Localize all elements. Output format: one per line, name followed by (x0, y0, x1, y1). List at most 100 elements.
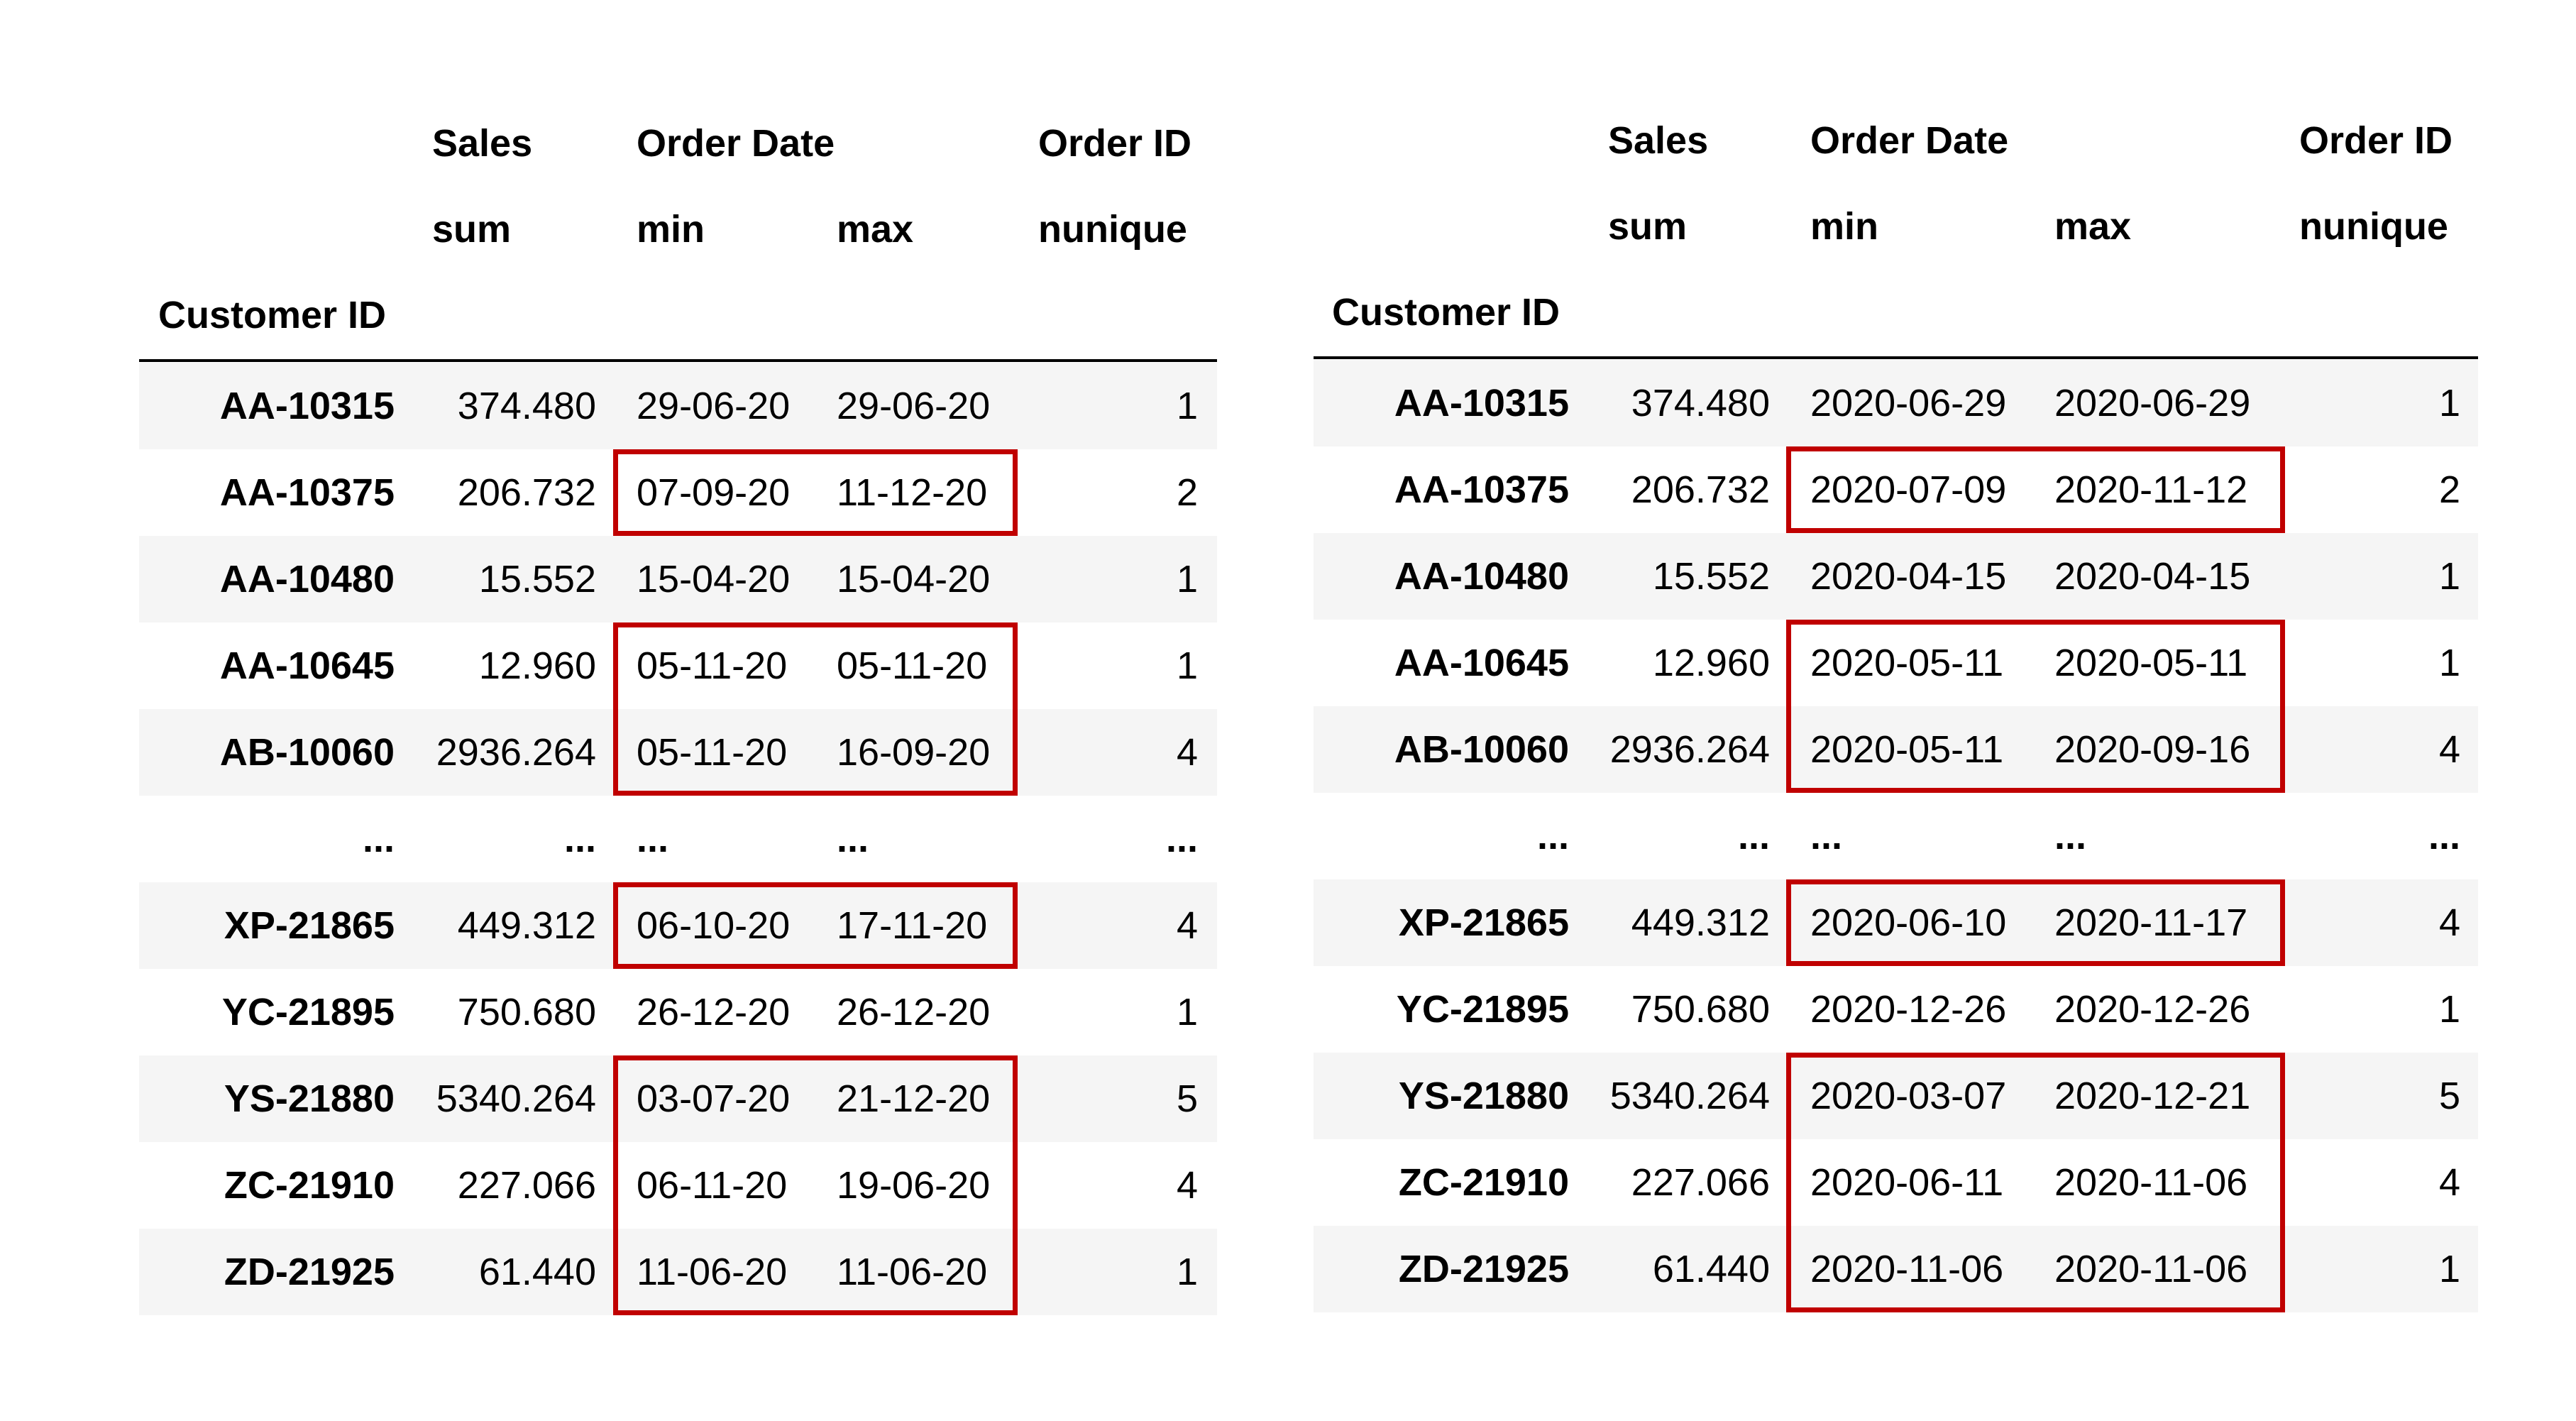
customer-id-cell: YS-21880 (1398, 1075, 1569, 1117)
order-date-min-cell: 2020-06-10 (1810, 901, 2007, 944)
order-date-min-cell: 2020-07-09 (1810, 468, 2007, 511)
sales-sum-cell: 2936.264 (436, 731, 596, 774)
order-date-min-cell: 29-06-20 (637, 385, 791, 427)
order-id-nunique-cell: 1 (1176, 1251, 1198, 1293)
highlight-box (613, 882, 1018, 969)
order-id-nunique-cell: 1 (2438, 555, 2460, 598)
order-date-max-cell: 2020-04-15 (2054, 555, 2251, 598)
header-sum: sum (432, 208, 512, 251)
order-date-min-cell: ... (637, 818, 669, 860)
sales-sum-cell: 206.732 (1631, 468, 1770, 511)
order-id-nunique-cell: 1 (1176, 385, 1198, 427)
customer-id-cell: AA-10645 (1394, 642, 1569, 684)
order-date-min-cell: 2020-11-06 (1810, 1248, 2004, 1290)
order-id-nunique-cell: 1 (2438, 1248, 2460, 1290)
order-date-min-cell: 07-09-20 (637, 471, 791, 514)
order-id-nunique-cell: 5 (2438, 1075, 2460, 1117)
order-date-min-cell: 2020-03-07 (1810, 1075, 2007, 1117)
order-id-nunique-cell: 5 (1176, 1077, 1198, 1120)
order-date-max-cell: ... (2054, 815, 2087, 857)
order-date-min-cell: 2020-06-11 (1810, 1161, 2004, 1204)
order-date-min-cell: 2020-12-26 (1810, 988, 2007, 1031)
order-date-max-cell: 17-11-20 (837, 904, 988, 947)
order-date-max-cell: 2020-09-16 (2054, 728, 2251, 771)
header-order-id: Order ID (2299, 119, 2453, 162)
order-date-max-cell: 2020-06-29 (2054, 382, 2251, 424)
sales-sum-cell: 374.480 (1631, 382, 1770, 424)
order-date-min-cell: 11-06-20 (637, 1251, 788, 1293)
table-row: YC-21895 750.680 26-12-20 26-12-20 1 (139, 969, 1217, 1055)
order-date-min-cell: 2020-05-11 (1810, 642, 2004, 684)
customer-id-cell: ZD-21925 (224, 1251, 395, 1293)
order-date-max-cell: 26-12-20 (837, 991, 991, 1033)
order-id-nunique-cell: 1 (1176, 644, 1198, 687)
order-id-nunique-cell: 4 (2438, 728, 2460, 771)
order-date-max-cell: 2020-11-17 (2054, 901, 2248, 944)
order-date-max-cell: 2020-12-21 (2054, 1075, 2251, 1117)
customer-id-cell: AA-10375 (219, 471, 395, 514)
table-row: YS-21880 5340.264 03-07-20 21-12-20 5 (139, 1055, 1217, 1142)
order-date-max-cell: 11-06-20 (837, 1251, 988, 1293)
index-name-customer-id: Customer ID (1332, 291, 1561, 334)
highlight-box (613, 449, 1018, 536)
customer-id-cell: AA-10315 (1394, 382, 1569, 424)
order-date-max-cell: 05-11-20 (837, 644, 988, 687)
sales-sum-cell: 227.066 (1631, 1161, 1770, 1204)
header-rule (1314, 356, 2478, 359)
order-date-min-cell: 2020-05-11 (1810, 728, 2004, 771)
order-date-max-cell: 2020-11-06 (2054, 1161, 2248, 1204)
order-date-max-cell: 21-12-20 (837, 1077, 991, 1120)
order-date-max-cell: 2020-11-06 (2054, 1248, 2248, 1290)
customer-id-cell: ... (362, 818, 395, 860)
highlight-box (613, 622, 1018, 796)
order-id-nunique-cell: 2 (1176, 471, 1198, 514)
header-min: min (637, 208, 705, 251)
table-row: AA-10645 12.960 2020-05-11 2020-05-11 1 (1314, 620, 2478, 706)
header-sum: sum (1608, 205, 1688, 248)
order-id-nunique-cell: 4 (2438, 901, 2460, 944)
order-date-max-cell: 16-09-20 (837, 731, 991, 774)
customer-id-cell: YS-21880 (224, 1077, 395, 1120)
sales-sum-cell: 15.552 (478, 558, 596, 600)
table-row: ZC-21910 227.066 06-11-20 19-06-20 4 (139, 1142, 1217, 1229)
customer-id-cell: AB-10060 (219, 731, 395, 774)
highlight-box (613, 1055, 1018, 1315)
order-id-nunique-cell: 1 (2438, 988, 2460, 1031)
sales-sum-cell: 227.066 (457, 1164, 596, 1207)
order-date-min-cell: ... (1810, 815, 1843, 857)
customer-id-cell: ... (1536, 815, 1569, 857)
highlight-box (1786, 1053, 2285, 1312)
order-id-nunique-cell: ... (2428, 815, 2460, 857)
header-min: min (1810, 205, 1879, 248)
sales-sum-cell: 449.312 (457, 904, 596, 947)
order-id-nunique-cell: ... (1165, 818, 1198, 860)
order-date-min-cell: 06-11-20 (637, 1164, 788, 1207)
customer-id-cell: AA-10480 (219, 558, 395, 600)
customer-id-cell: YC-21895 (1396, 988, 1569, 1031)
order-id-nunique-cell: 4 (1176, 904, 1198, 947)
header-nunique: nunique (2299, 205, 2448, 248)
sales-sum-cell: 206.732 (457, 471, 596, 514)
header-sales: Sales (432, 122, 533, 165)
order-date-max-cell: 29-06-20 (837, 385, 991, 427)
order-date-max-cell: 11-12-20 (837, 471, 988, 514)
order-date-max-cell: 2020-12-26 (2054, 988, 2251, 1031)
highlight-box (1786, 620, 2285, 793)
order-id-nunique-cell: 1 (2438, 642, 2460, 684)
order-id-nunique-cell: 1 (2438, 382, 2460, 424)
ellipsis-row: ............... (1314, 793, 2478, 879)
sales-sum-cell: 750.680 (1631, 988, 1770, 1031)
order-id-nunique-cell: 4 (1176, 731, 1198, 774)
table-row: AA-10375 206.732 07-09-20 11-12-20 2 (139, 449, 1217, 536)
order-date-min-cell: 15-04-20 (637, 558, 791, 600)
sales-sum-cell: 12.960 (478, 644, 596, 687)
sales-sum-cell: 12.960 (1652, 642, 1770, 684)
header-sales: Sales (1608, 119, 1709, 162)
sales-sum-cell: 61.440 (1652, 1248, 1770, 1290)
table-row: AA-10315 374.480 29-06-20 29-06-20 1 (139, 363, 1217, 449)
header-rule (139, 359, 1217, 362)
order-id-nunique-cell: 2 (2438, 468, 2460, 511)
customer-id-cell: AA-10375 (1394, 468, 1569, 511)
order-date-min-cell: 06-10-20 (637, 904, 791, 947)
